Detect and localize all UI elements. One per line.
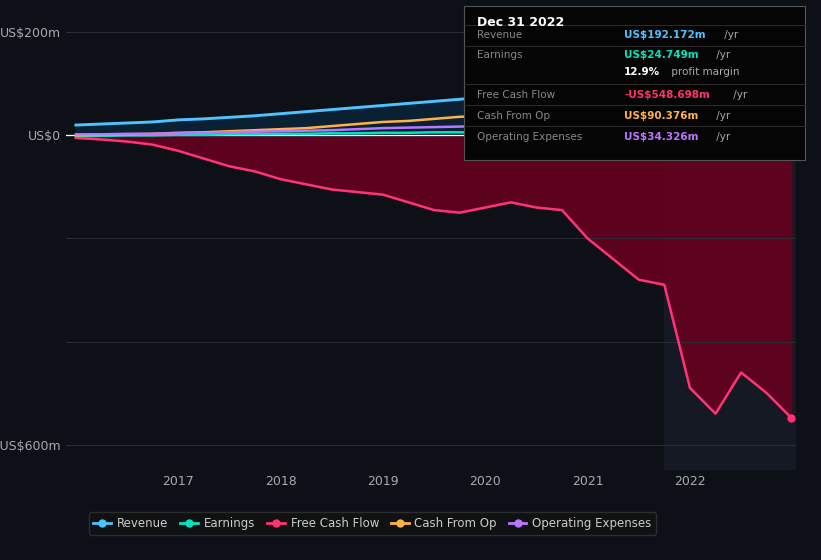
Text: /yr: /yr xyxy=(731,90,748,100)
Text: 12.9%: 12.9% xyxy=(624,67,660,77)
Text: US$34.326m: US$34.326m xyxy=(624,132,699,142)
Text: US$24.749m: US$24.749m xyxy=(624,50,699,60)
Text: Earnings: Earnings xyxy=(478,50,523,60)
Text: Cash From Op: Cash From Op xyxy=(478,111,551,121)
Bar xyxy=(664,17,801,470)
Text: Dec 31 2022: Dec 31 2022 xyxy=(478,16,565,29)
Text: Operating Expenses: Operating Expenses xyxy=(478,132,583,142)
Text: /yr: /yr xyxy=(713,50,730,60)
Text: /yr: /yr xyxy=(713,111,730,121)
Text: Revenue: Revenue xyxy=(478,30,523,40)
Text: Free Cash Flow: Free Cash Flow xyxy=(478,90,556,100)
Text: /yr: /yr xyxy=(722,30,739,40)
Text: /yr: /yr xyxy=(713,132,730,142)
Text: US$192.172m: US$192.172m xyxy=(624,30,705,40)
Legend: Revenue, Earnings, Free Cash Flow, Cash From Op, Operating Expenses: Revenue, Earnings, Free Cash Flow, Cash … xyxy=(89,512,656,535)
Text: -US$548.698m: -US$548.698m xyxy=(624,90,710,100)
Text: profit margin: profit margin xyxy=(668,67,740,77)
Text: US$90.376m: US$90.376m xyxy=(624,111,699,121)
